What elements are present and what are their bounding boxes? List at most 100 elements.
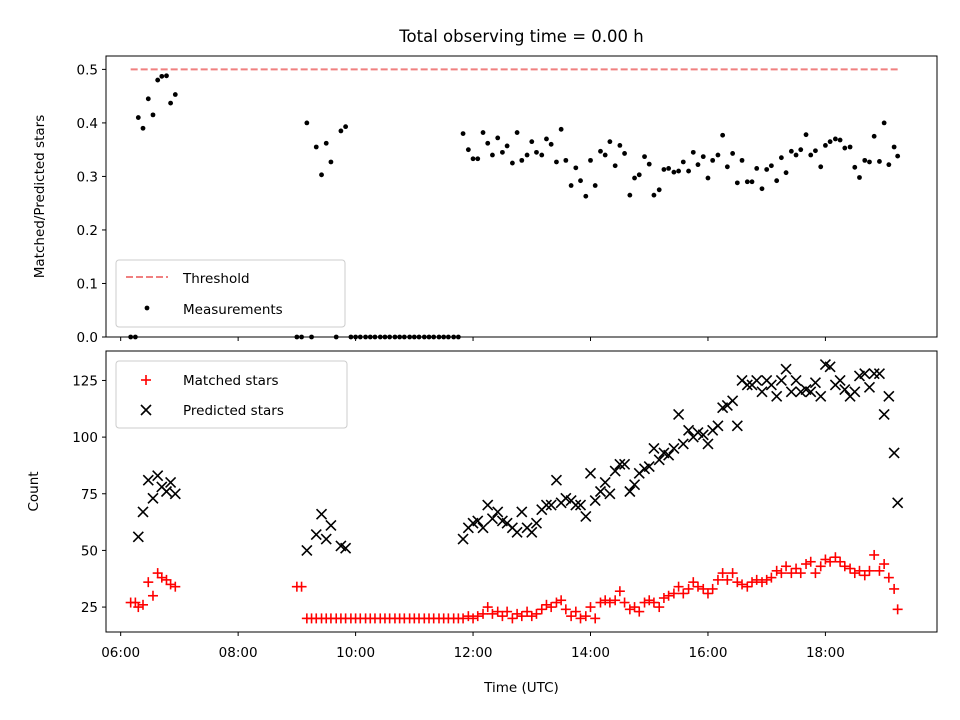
measurement-point (524, 152, 530, 158)
predicted-star-point (878, 408, 890, 421)
matched-star-point (492, 606, 503, 617)
measurement-point (475, 156, 481, 162)
predicted-star-point (673, 408, 685, 421)
predicted-star-point (780, 363, 792, 375)
counts-y-tick-label: 75 (81, 487, 98, 503)
x-tick-label: 10:00 (336, 645, 375, 661)
matched-star-point (619, 597, 630, 608)
matched-star-point (815, 561, 826, 572)
matched-star-point (810, 568, 821, 579)
ratio-y-tick-label: 0.2 (77, 223, 98, 239)
counts-x-ticks: 06:00 08:00 10:00 12:00 14:00 16:00 18:00 (101, 632, 845, 661)
predicted-star-point (492, 506, 504, 518)
matched-star-point (795, 568, 806, 579)
measurement-point (534, 149, 539, 155)
matched-star-point (507, 613, 518, 624)
measurement-point (680, 159, 686, 165)
legend-measurements-swatch (144, 305, 150, 311)
predicted-star-point (839, 383, 851, 396)
counts-marks-layer (125, 359, 904, 624)
matched-star-point (835, 556, 846, 567)
measurement-point (495, 135, 501, 141)
matched-star-point (624, 604, 635, 615)
matched-star-point (566, 611, 577, 622)
matched-star-point (849, 568, 860, 579)
matched-star-point (531, 608, 542, 619)
measurement-point (164, 73, 169, 79)
matched-star-point (526, 611, 537, 622)
matched-star-point (732, 577, 743, 588)
measurement-point (627, 192, 633, 198)
measurement-point (490, 152, 495, 158)
legend-matched-label: Matched stars (183, 373, 279, 389)
measurement-point (895, 153, 901, 159)
matched-star-point (522, 606, 533, 617)
matched-star-point (747, 577, 758, 588)
predicted-star-point (653, 454, 665, 466)
matched-star-point (678, 588, 689, 599)
predicted-star-point (472, 515, 484, 527)
predicted-star-point (457, 533, 469, 545)
matched-star-point (883, 572, 894, 583)
x-tick-label: 12:00 (454, 645, 493, 661)
matched-star-point (634, 606, 645, 617)
measurement-point (135, 115, 141, 120)
predicted-star-point (863, 381, 876, 393)
matched-star-point (727, 568, 738, 579)
measurement-point (690, 149, 696, 155)
predicted-star-point (482, 499, 494, 511)
chart-title: Total observing time = 0.00 h (398, 27, 643, 46)
matched-star-point (296, 581, 307, 592)
measurement-point (886, 162, 892, 168)
matched-star-point (820, 554, 831, 565)
predicted-star-point (516, 506, 528, 518)
measurement-point (642, 154, 647, 160)
measurement-point (304, 120, 310, 126)
measurement-point (700, 154, 706, 160)
matched-star-point (590, 613, 601, 624)
measurement-point (578, 178, 583, 184)
measurement-point (632, 175, 637, 181)
predicted-star-point (677, 438, 689, 450)
predicted-star-point (771, 390, 783, 402)
matched-star-point (551, 597, 562, 608)
counts-panel: 25 50 75 100 125 06:00 08:00 10:00 12:00 14:00 16… (26, 350, 938, 696)
matched-star-point (133, 602, 144, 613)
predicted-star-point (702, 438, 714, 450)
ratio-y-tick-label: 0.5 (77, 62, 98, 78)
matched-star-point (516, 611, 527, 622)
matched-star-point (663, 590, 674, 601)
measurement-point (808, 152, 814, 158)
ratio-y-tick-label: 0.4 (77, 116, 98, 132)
measurement-point (636, 172, 642, 178)
measurement-point (500, 149, 505, 155)
predicted-star-point (775, 374, 787, 387)
matched-star-point (654, 602, 665, 613)
measurement-point (881, 120, 887, 126)
matched-star-point (170, 581, 181, 592)
predicted-star-point (580, 510, 592, 522)
matched-star-point (536, 604, 547, 615)
matched-star-point (839, 561, 850, 572)
predicted-star-point (741, 379, 753, 391)
measurement-point (837, 137, 843, 143)
measurement-point (612, 163, 618, 169)
measurement-point (646, 161, 652, 167)
matched-star-point (776, 568, 787, 579)
ratio-legend: Threshold Measurements (115, 259, 346, 328)
matched-star-point (458, 613, 469, 624)
measurement-point (480, 130, 486, 135)
measurement-point (514, 130, 520, 135)
predicted-star-point (668, 442, 680, 455)
matched-star-point (482, 602, 493, 613)
ratio-y-ticks: 0.0 0.1 0.2 0.3 0.4 0.5 (77, 62, 106, 346)
legend-predicted-label: Predicted stars (183, 403, 284, 419)
measurement-point (343, 124, 349, 130)
matched-star-point (478, 608, 489, 619)
predicted-star-point (805, 386, 817, 398)
matched-star-point (541, 599, 552, 610)
predicted-star-point (765, 379, 777, 391)
matched-star-point (658, 593, 669, 604)
matched-star-point (580, 611, 591, 622)
